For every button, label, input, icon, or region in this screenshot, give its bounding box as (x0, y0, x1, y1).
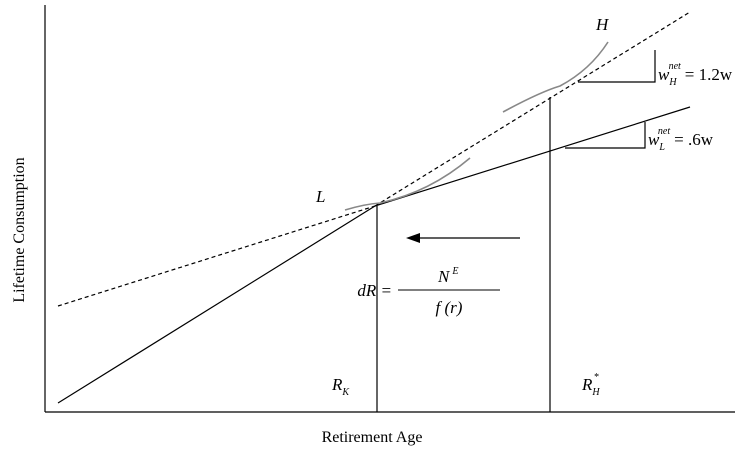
arrow-head (406, 233, 420, 243)
curve-l (344, 157, 471, 211)
sup: net (658, 126, 670, 137)
flat-line (374, 106, 691, 207)
sup: net (669, 61, 681, 72)
shift-denominator: f (r) (436, 298, 463, 317)
base: N (437, 267, 451, 286)
sub: H (591, 387, 600, 398)
rhs: = .6w (674, 130, 714, 149)
curve-label-h: H (595, 15, 610, 34)
base: R (581, 375, 593, 394)
sub: L (658, 142, 665, 153)
base: w (658, 65, 670, 84)
sub: H (668, 77, 677, 88)
base: R (331, 375, 343, 394)
marker-rk: RK (331, 375, 350, 398)
y-axis-label: Lifetime Consumption (11, 157, 28, 302)
curve-h (502, 41, 609, 113)
slope-label-low: wLnet = .6w (648, 126, 714, 153)
steep-line (57, 205, 376, 404)
flat-line-dashed (57, 205, 376, 307)
shift-lhs: dR = (357, 281, 392, 300)
sub: K (341, 387, 350, 398)
x-axis-label: Retirement Age (322, 429, 423, 446)
slope-triangle-high (578, 50, 656, 83)
base: w (648, 130, 660, 149)
sup: E (451, 266, 458, 277)
marker-rh: RH * (581, 372, 600, 398)
slope-label-high: wHnet = 1.2w (658, 61, 733, 88)
sup: * (594, 372, 599, 383)
curve-label-l: L (315, 187, 325, 206)
slope-triangle-low (565, 122, 646, 149)
lines (44, 5, 735, 413)
rhs: = 1.2w (685, 65, 733, 84)
steep-line-dashed (374, 11, 691, 207)
